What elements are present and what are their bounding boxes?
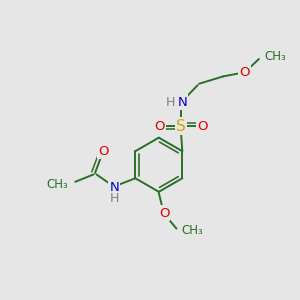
Text: H: H [166,95,175,109]
Text: CH₃: CH₃ [264,50,286,63]
Text: S: S [176,118,186,134]
Text: H: H [110,192,119,205]
Text: O: O [159,206,169,220]
Text: CH₃: CH₃ [47,178,68,191]
Text: O: O [197,120,207,133]
Text: CH₃: CH₃ [182,224,204,237]
Text: O: O [239,66,250,80]
Text: O: O [98,145,109,158]
Text: N: N [177,95,187,109]
Text: O: O [154,120,165,133]
Text: N: N [109,181,119,194]
